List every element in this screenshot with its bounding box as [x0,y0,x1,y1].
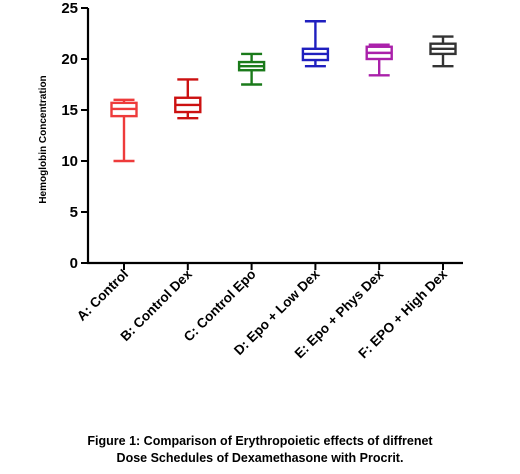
caption-line-2: Dose Schedules of Dexamethasone with Pro… [116,451,404,465]
box-plot-chart: 0 5 10 15 20 25 Hemoglobin Concentration A: Con… [38,0,463,361]
plot-area: 0 5 10 15 20 25 Hemoglobin Concentration A: Con… [38,0,463,361]
y-axis-label: Hemoglobin Concentration [38,75,49,203]
y-tick-label: 20 [61,51,78,68]
x-tick-label: A: Control [74,267,131,324]
y-tick-label: 5 [70,204,78,221]
y-tick-label: 15 [61,102,78,119]
y-tick-label: 0 [70,255,78,272]
y-tick-label: 25 [61,0,78,17]
caption-line-1: Figure 1: Comparison of Erythropoietic e… [87,434,433,448]
figure-caption: Figure 1: Comparison of Erythropoietic e… [0,433,520,467]
y-tick-label: 10 [61,153,78,170]
